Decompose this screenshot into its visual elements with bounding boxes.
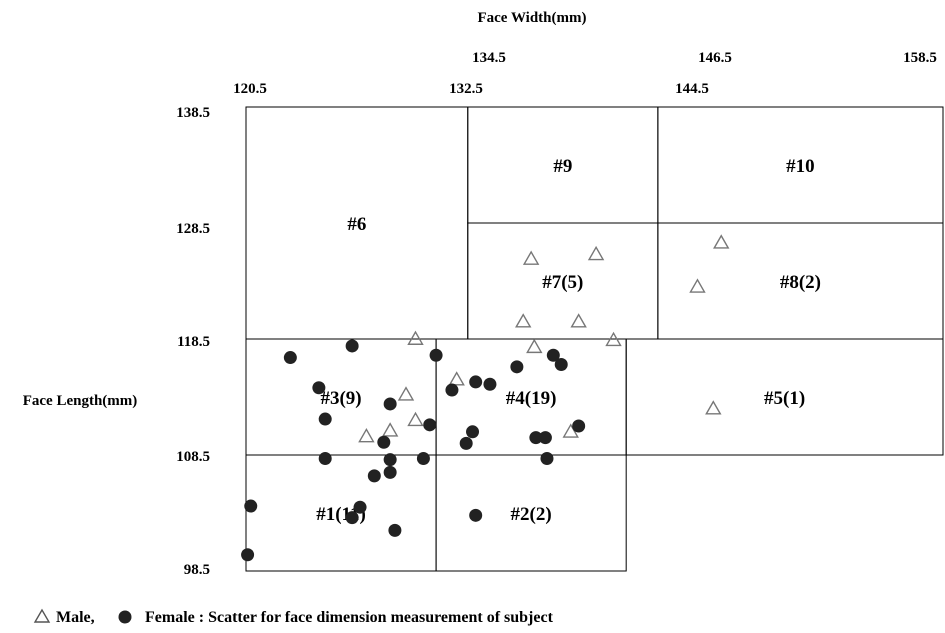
female-point-18 xyxy=(445,383,459,397)
male-point-8 xyxy=(570,313,587,328)
y-axis-title: Face Length(mm) xyxy=(23,393,138,409)
male-point-10 xyxy=(587,245,605,261)
x-tick-lower-0: 120.5 xyxy=(233,81,267,97)
x-tick-lower-2: 144.5 xyxy=(675,81,709,97)
female-point-3 xyxy=(312,381,326,395)
legend: Male, Female : Scatter for face dimensio… xyxy=(33,608,554,626)
y-tick-2: 118.5 xyxy=(177,334,210,350)
male-point-7 xyxy=(526,338,543,354)
male-point-3 xyxy=(407,330,424,345)
legend-male-label: Male, xyxy=(56,609,95,626)
female-point-28 xyxy=(540,451,554,465)
y-tick-4: 98.5 xyxy=(184,562,210,578)
region-label-6: #7(5) xyxy=(542,272,583,293)
female-point-16 xyxy=(423,418,437,432)
female-point-7 xyxy=(345,511,359,525)
legend-female-marker xyxy=(118,610,132,624)
region-label-2: #3(9) xyxy=(320,388,361,409)
female-point-15 xyxy=(416,451,430,465)
male-point-4 xyxy=(448,371,465,386)
region-label-1: #2(2) xyxy=(511,504,552,525)
x-tick-upper-0: 134.5 xyxy=(472,50,506,66)
female-point-20 xyxy=(466,425,480,439)
male-point-9 xyxy=(522,250,540,265)
y-tick-3: 108.5 xyxy=(176,449,210,465)
female-point-5 xyxy=(318,451,332,465)
region-label-8: #9 xyxy=(553,156,572,177)
female-point-22 xyxy=(469,375,483,389)
female-point-2 xyxy=(283,351,297,365)
female-point-14 xyxy=(388,523,402,537)
data-points xyxy=(241,234,730,562)
x-tick-upper-1: 146.5 xyxy=(698,50,732,66)
x-tick-lower-1: 132.5 xyxy=(449,81,483,97)
female-point-13 xyxy=(383,465,397,479)
x-axis-upper-ticks: 134.5 146.5 158.5 xyxy=(472,50,937,66)
x-axis-lower-ticks: 120.5 132.5 144.5 xyxy=(233,81,709,97)
female-point-26 xyxy=(529,431,543,445)
male-point-12 xyxy=(689,278,706,293)
female-point-8 xyxy=(353,500,367,514)
region-label-4: #5(1) xyxy=(764,388,805,409)
x-tick-upper-2: 158.5 xyxy=(903,50,937,66)
region-box-9 xyxy=(657,106,944,224)
female-point-10 xyxy=(377,435,391,449)
male-point-2 xyxy=(381,422,399,437)
female-point-29 xyxy=(554,358,568,372)
female-point-17 xyxy=(429,348,443,362)
female-point-21 xyxy=(469,508,483,522)
female-point-25 xyxy=(546,348,560,362)
female-point-27 xyxy=(538,431,552,445)
male-point-0 xyxy=(397,386,415,401)
male-point-15 xyxy=(562,423,579,438)
y-tick-0: 138.5 xyxy=(176,105,210,121)
male-point-6 xyxy=(515,313,532,328)
male-point-5 xyxy=(407,411,424,427)
female-point-6 xyxy=(345,339,359,353)
female-point-24 xyxy=(510,360,524,374)
female-point-1 xyxy=(244,499,258,513)
female-point-12 xyxy=(383,453,397,467)
male-point-1 xyxy=(358,428,375,443)
region-label-5: #6 xyxy=(347,214,366,235)
male-point-11 xyxy=(605,331,622,347)
region-label-7: #8(2) xyxy=(780,272,821,293)
legend-female-label: Female : Scatter for face dimension meas… xyxy=(145,609,554,626)
y-axis-ticks: 138.5 128.5 118.5 108.5 98.5 xyxy=(176,105,210,578)
female-point-0 xyxy=(241,548,255,562)
x-axis-title: Face Width(mm) xyxy=(477,10,586,26)
female-point-30 xyxy=(572,419,586,433)
y-tick-1: 128.5 xyxy=(176,221,210,237)
male-point-14 xyxy=(705,400,722,415)
female-point-23 xyxy=(483,377,497,391)
female-point-19 xyxy=(459,436,473,450)
male-point-13 xyxy=(713,234,730,249)
female-point-9 xyxy=(367,469,381,483)
female-point-11 xyxy=(383,397,397,411)
female-point-4 xyxy=(318,412,332,426)
region-label-3: #4(19) xyxy=(506,388,557,409)
region-grid: #1(11) #2(2)#3(9) #4(19) #5(1)#6#7(5) #8(2)#… xyxy=(245,106,944,572)
region-label-9: #10 xyxy=(786,156,815,177)
legend-male-marker xyxy=(33,608,51,623)
